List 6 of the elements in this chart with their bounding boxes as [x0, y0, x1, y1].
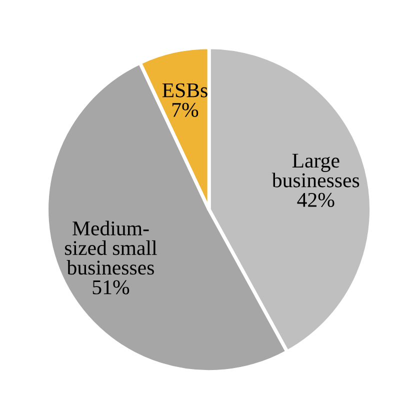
data-label: 7% — [172, 102, 198, 117]
data-label: 42% — [297, 192, 334, 208]
slice-label: Large businesses — [272, 154, 360, 188]
slice-label: Medium- sized small businesses — [65, 220, 157, 275]
data-label: 51% — [92, 280, 130, 294]
slice-label: ESBs — [162, 83, 208, 98]
